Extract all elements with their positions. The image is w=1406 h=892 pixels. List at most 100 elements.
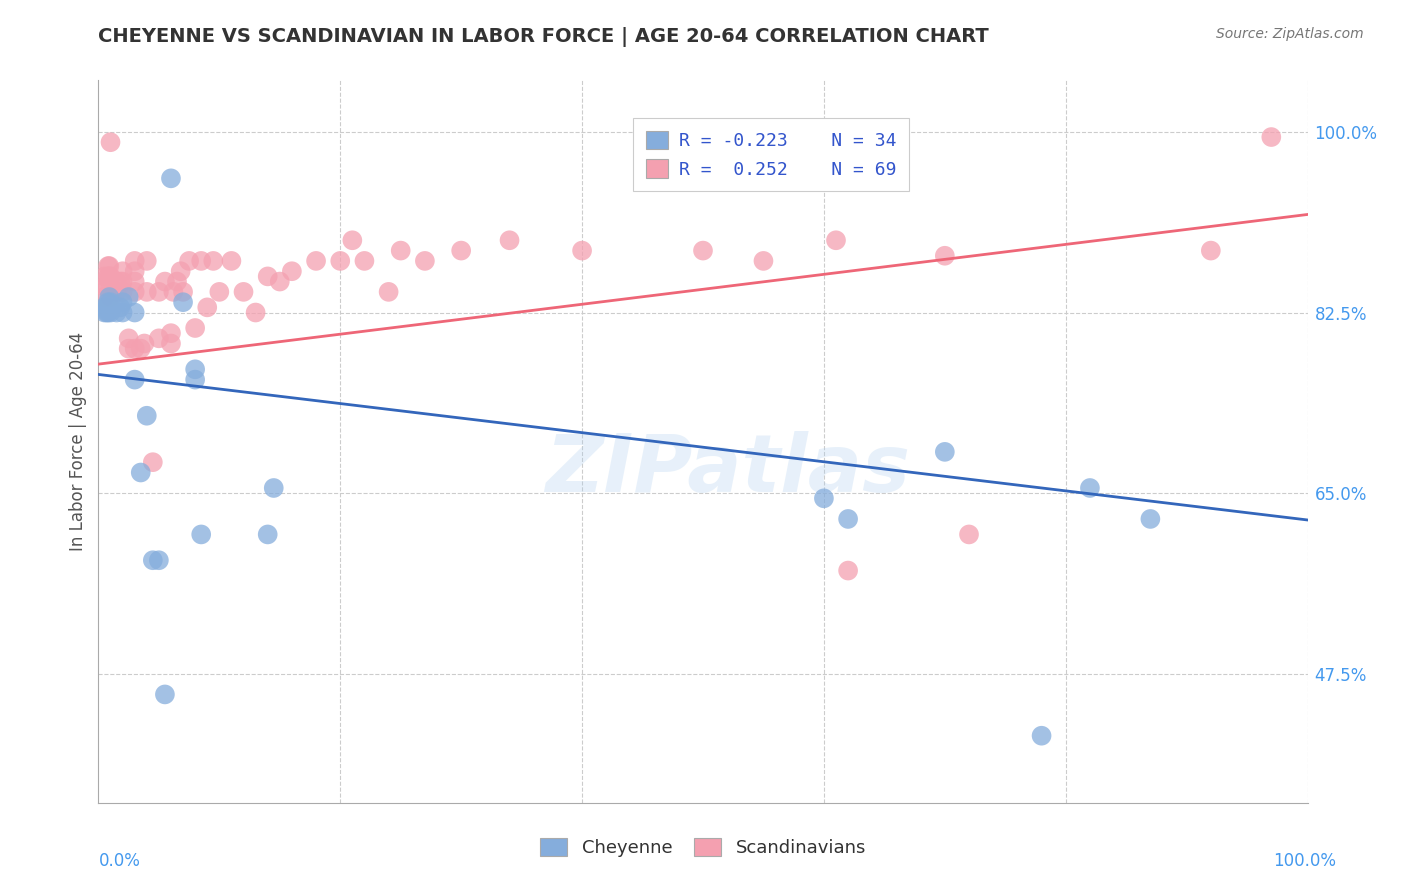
Point [184,321,207,335]
Point [172,285,194,299]
Point [111,305,134,319]
Point [148,331,170,345]
Point [96,301,118,315]
Point [124,285,146,299]
Point [111,275,134,289]
Point [142,455,165,469]
Point [498,233,520,247]
Point [269,275,291,289]
Point [1260,130,1282,145]
Point [98,259,121,273]
Point [837,564,859,578]
Point [934,249,956,263]
Point [169,264,191,278]
Point [1078,481,1101,495]
Point [100,279,122,293]
Text: ZIPatlas: ZIPatlas [544,432,910,509]
Point [108,301,131,315]
Point [105,285,128,299]
Point [413,254,436,268]
Point [142,553,165,567]
Point [124,342,146,356]
Point [389,244,412,258]
Point [93,269,115,284]
Point [1139,512,1161,526]
Point [208,285,231,299]
Point [957,527,980,541]
Point [93,301,115,315]
Point [571,244,593,258]
Point [97,295,120,310]
Point [752,254,775,268]
Point [148,553,170,567]
Point [1031,729,1053,743]
Point [934,445,956,459]
Point [97,259,120,273]
Point [377,285,399,299]
Point [825,233,848,247]
Point [124,275,146,289]
Point [100,135,122,149]
Point [96,279,118,293]
Point [98,269,121,284]
Point [450,244,472,258]
Point [202,254,225,268]
Point [184,373,207,387]
Y-axis label: In Labor Force | Age 20-64: In Labor Force | Age 20-64 [69,332,87,551]
Point [135,254,157,268]
Point [179,254,201,268]
Point [256,527,278,541]
Point [166,275,188,289]
Point [93,279,115,293]
Point [124,305,146,319]
Point [98,290,121,304]
Point [124,264,146,278]
Point [118,331,141,345]
Point [353,254,375,268]
Point [837,512,859,526]
Point [135,409,157,423]
Text: CHEYENNE VS SCANDINAVIAN IN LABOR FORCE | AGE 20-64 CORRELATION CHART: CHEYENNE VS SCANDINAVIAN IN LABOR FORCE … [98,27,990,46]
Point [245,305,267,319]
Point [129,342,152,356]
Point [96,305,118,319]
Point [160,326,183,341]
Point [118,342,141,356]
Legend: Cheyenne, Scandinavians: Cheyenne, Scandinavians [531,829,875,866]
Point [105,275,128,289]
Point [134,336,156,351]
Point [100,269,122,284]
Point [111,295,134,310]
Point [190,527,212,541]
Point [124,254,146,268]
Point [135,285,157,299]
Point [281,264,304,278]
Point [342,233,364,247]
Point [256,269,278,284]
Point [108,275,131,289]
Text: 100.0%: 100.0% [1272,852,1336,870]
Point [263,481,285,495]
Point [172,295,194,310]
Point [111,264,134,278]
Text: Source: ZipAtlas.com: Source: ZipAtlas.com [1216,27,1364,41]
Point [160,336,183,351]
Point [160,171,183,186]
Point [129,466,152,480]
Point [162,285,184,299]
Point [97,269,120,284]
Point [153,275,176,289]
Point [184,362,207,376]
Point [118,290,141,304]
Point [148,285,170,299]
Point [153,687,176,701]
Point [232,285,254,299]
Point [329,254,352,268]
Point [124,373,146,387]
Point [813,491,835,506]
Text: 0.0%: 0.0% [98,852,141,870]
Point [305,254,328,268]
Point [1199,244,1222,258]
Point [100,305,122,319]
Point [100,290,122,304]
